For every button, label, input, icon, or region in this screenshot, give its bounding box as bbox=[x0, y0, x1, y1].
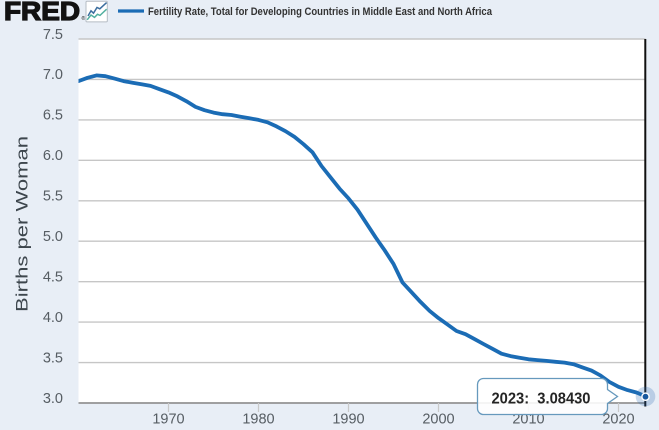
svg-text:2000: 2000 bbox=[422, 412, 454, 428]
svg-text:®: ® bbox=[82, 15, 86, 22]
svg-text:3.5: 3.5 bbox=[43, 350, 63, 366]
svg-text:3.0: 3.0 bbox=[43, 391, 63, 407]
svg-text:7.0: 7.0 bbox=[43, 67, 63, 83]
svg-text:4.0: 4.0 bbox=[43, 310, 63, 326]
svg-text:1990: 1990 bbox=[332, 412, 364, 428]
svg-text:5.5: 5.5 bbox=[43, 189, 63, 205]
svg-text:6.5: 6.5 bbox=[43, 108, 63, 124]
svg-text:4.5: 4.5 bbox=[43, 270, 63, 286]
svg-text:2020: 2020 bbox=[602, 412, 634, 428]
svg-text:1980: 1980 bbox=[242, 412, 274, 428]
svg-text:Fertility Rate, Total for Deve: Fertility Rate, Total for Developing Cou… bbox=[148, 6, 493, 18]
svg-text:5.0: 5.0 bbox=[43, 229, 63, 245]
svg-text:Births per Woman: Births per Woman bbox=[13, 136, 32, 312]
svg-text:FRED: FRED bbox=[4, 0, 80, 26]
svg-text:7.5: 7.5 bbox=[43, 27, 63, 43]
svg-text:2010: 2010 bbox=[512, 412, 544, 428]
svg-text:1970: 1970 bbox=[152, 412, 184, 428]
svg-text:6.0: 6.0 bbox=[43, 148, 63, 164]
svg-text:2023: 3.08430: 2023: 3.08430 bbox=[492, 391, 591, 408]
